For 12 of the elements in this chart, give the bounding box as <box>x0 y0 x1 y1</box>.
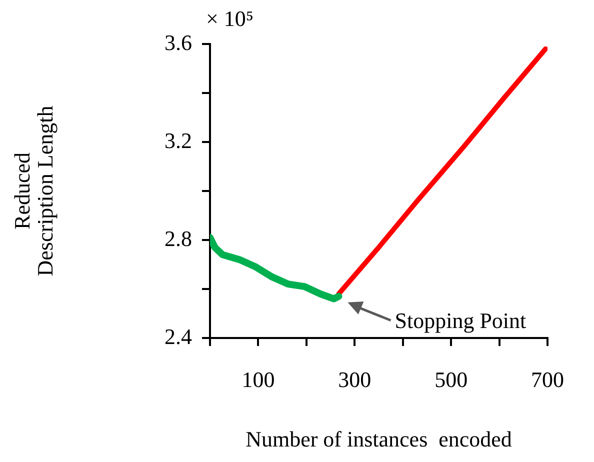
y-axis-title: Reduced Description Length <box>9 106 58 276</box>
annotation: Stopping Point <box>394 308 526 334</box>
x-tick-label: 500 <box>434 366 468 392</box>
x-axis-title: Number of instances encoded <box>246 426 512 452</box>
y-tick-label: 3.2 <box>164 128 192 153</box>
x-tick-label: 700 <box>531 366 564 392</box>
x-tick-label: 300 <box>338 366 372 392</box>
y-tick-label: 2.4 <box>164 324 192 349</box>
y-tick-label: 2.8 <box>164 226 192 251</box>
text: × 10⁵ <box>206 6 254 31</box>
x-tick-label: 100 <box>242 366 275 392</box>
y-tick-label: 3.6 <box>164 30 192 55</box>
